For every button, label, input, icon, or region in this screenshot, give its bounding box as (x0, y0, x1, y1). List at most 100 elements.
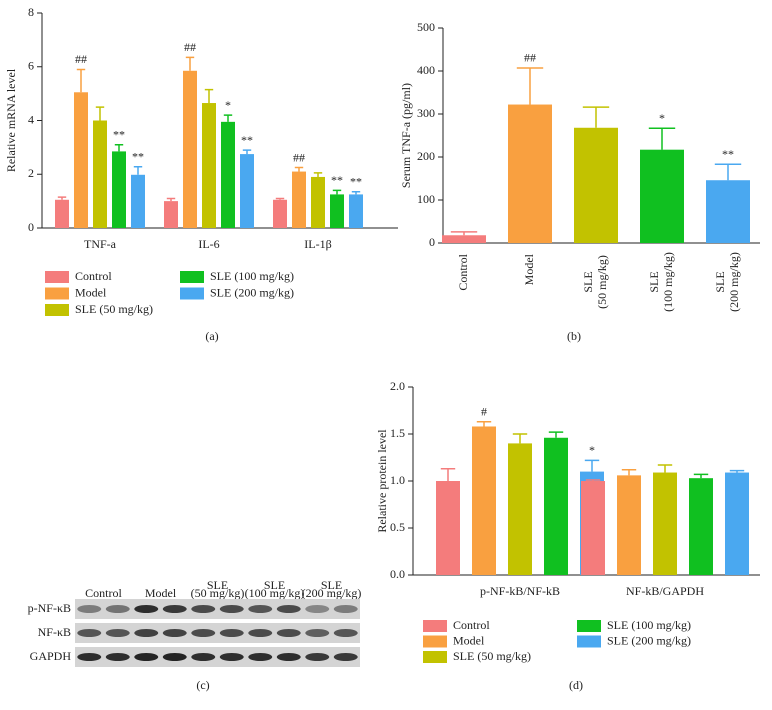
x-tick-label: SLE(100 mg/kg) (647, 252, 675, 312)
legend-swatch (423, 635, 447, 648)
legend-label: Model (453, 633, 485, 647)
error-bar (223, 114, 233, 122)
x-tick-label-line: (200 mg/kg) (727, 252, 741, 312)
error-bar (351, 190, 361, 195)
error-bar (275, 197, 285, 200)
blot-strip (75, 647, 360, 667)
legend-swatch (45, 304, 69, 316)
bar (240, 154, 254, 228)
significance-label: ** (113, 127, 125, 141)
bar (508, 443, 532, 575)
error-bar (584, 459, 600, 472)
y-tick-label: 2.0 (390, 379, 405, 393)
blot-band (219, 605, 244, 613)
significance-label: ** (350, 174, 362, 188)
significance-label: ** (241, 133, 253, 147)
bar (330, 194, 344, 228)
significance-label: ** (722, 147, 734, 161)
error-bar (512, 433, 528, 444)
y-axis-label: Serum TNF-a (pg/ml) (399, 83, 413, 188)
bar (202, 103, 216, 228)
x-tick-label: TNF-a (84, 237, 117, 251)
blot-band (276, 629, 301, 637)
error-bar (95, 106, 105, 121)
significance-label: * (589, 443, 595, 457)
panel-label: (a) (205, 329, 218, 343)
error-bar (440, 468, 456, 481)
x-tick-label: Control (456, 253, 470, 290)
blot-band (105, 629, 130, 637)
error-bar (516, 67, 544, 105)
error-bar (582, 106, 610, 128)
x-tick-label-line: SLE (581, 271, 595, 292)
legend-swatch (180, 271, 204, 283)
x-tick-label-line: SLE (713, 271, 727, 292)
significance-label: * (225, 98, 231, 112)
y-tick-label: 1.0 (390, 473, 405, 487)
bar (640, 149, 684, 243)
error-bar (585, 479, 601, 481)
bar (183, 70, 197, 228)
legend-label: Control (75, 269, 112, 283)
blot-band (333, 629, 358, 637)
blot-band (134, 653, 159, 661)
x-tick-label: IL-1β (304, 237, 331, 251)
error-bar (657, 464, 673, 473)
significance-label: ## (75, 52, 87, 66)
legend-label: SLE (200 mg/kg) (607, 633, 691, 647)
legend-label: SLE (100 mg/kg) (607, 618, 691, 632)
x-tick-label: IL-6 (198, 237, 219, 251)
significance-label: ** (331, 173, 343, 187)
bar (442, 235, 486, 243)
error-bar (450, 231, 478, 236)
blot-band (162, 629, 187, 637)
legend-swatch (577, 620, 601, 632)
error-bar (133, 165, 143, 175)
significance-label: ## (524, 51, 536, 65)
blot-band (162, 653, 187, 661)
error-bar (714, 163, 742, 181)
blot-column-label: SLE (321, 578, 342, 592)
y-tick-label: 4 (28, 112, 34, 126)
bar (653, 472, 677, 575)
x-tick-label: NF-kB/GAPDH (626, 584, 704, 598)
y-tick-label: 2 (28, 166, 34, 180)
legend-label: Model (75, 285, 107, 299)
legend-swatch (45, 271, 69, 283)
x-tick-label-line: (50 mg/kg) (595, 255, 609, 309)
significance-label: ## (184, 40, 196, 54)
blot-band (333, 653, 358, 661)
legend-label: SLE (200 mg/kg) (210, 285, 294, 299)
blot-band (191, 605, 216, 613)
bar (689, 478, 713, 575)
y-tick-label: 0.5 (390, 520, 405, 534)
blot-band (77, 629, 102, 637)
y-tick-label: 0 (28, 220, 34, 234)
y-axis-label: Relative mRNA level (4, 68, 18, 172)
bar (221, 121, 235, 228)
error-bar (57, 196, 67, 200)
panel-label: (b) (567, 329, 581, 343)
blot-band (134, 629, 159, 637)
bar (164, 201, 178, 228)
legend-swatch (180, 287, 204, 300)
x-tick-label-line: (100 mg/kg) (661, 252, 675, 312)
blot-band (77, 605, 102, 613)
error-bar (313, 172, 323, 177)
error-bar (693, 473, 709, 479)
y-tick-label: 200 (417, 149, 435, 163)
bar (55, 199, 69, 228)
blot-band (305, 653, 330, 661)
y-tick-label: 6 (28, 59, 34, 73)
error-bar (621, 468, 637, 476)
error-bar (548, 431, 564, 438)
bar (292, 171, 306, 228)
blot-band (162, 605, 187, 613)
blot-band (276, 653, 301, 661)
y-tick-label: 500 (417, 20, 435, 34)
bar (544, 437, 568, 575)
blot-column-label: (200 mg/kg) (302, 586, 362, 600)
legend-label: Control (453, 618, 490, 632)
error-bar (242, 149, 252, 155)
